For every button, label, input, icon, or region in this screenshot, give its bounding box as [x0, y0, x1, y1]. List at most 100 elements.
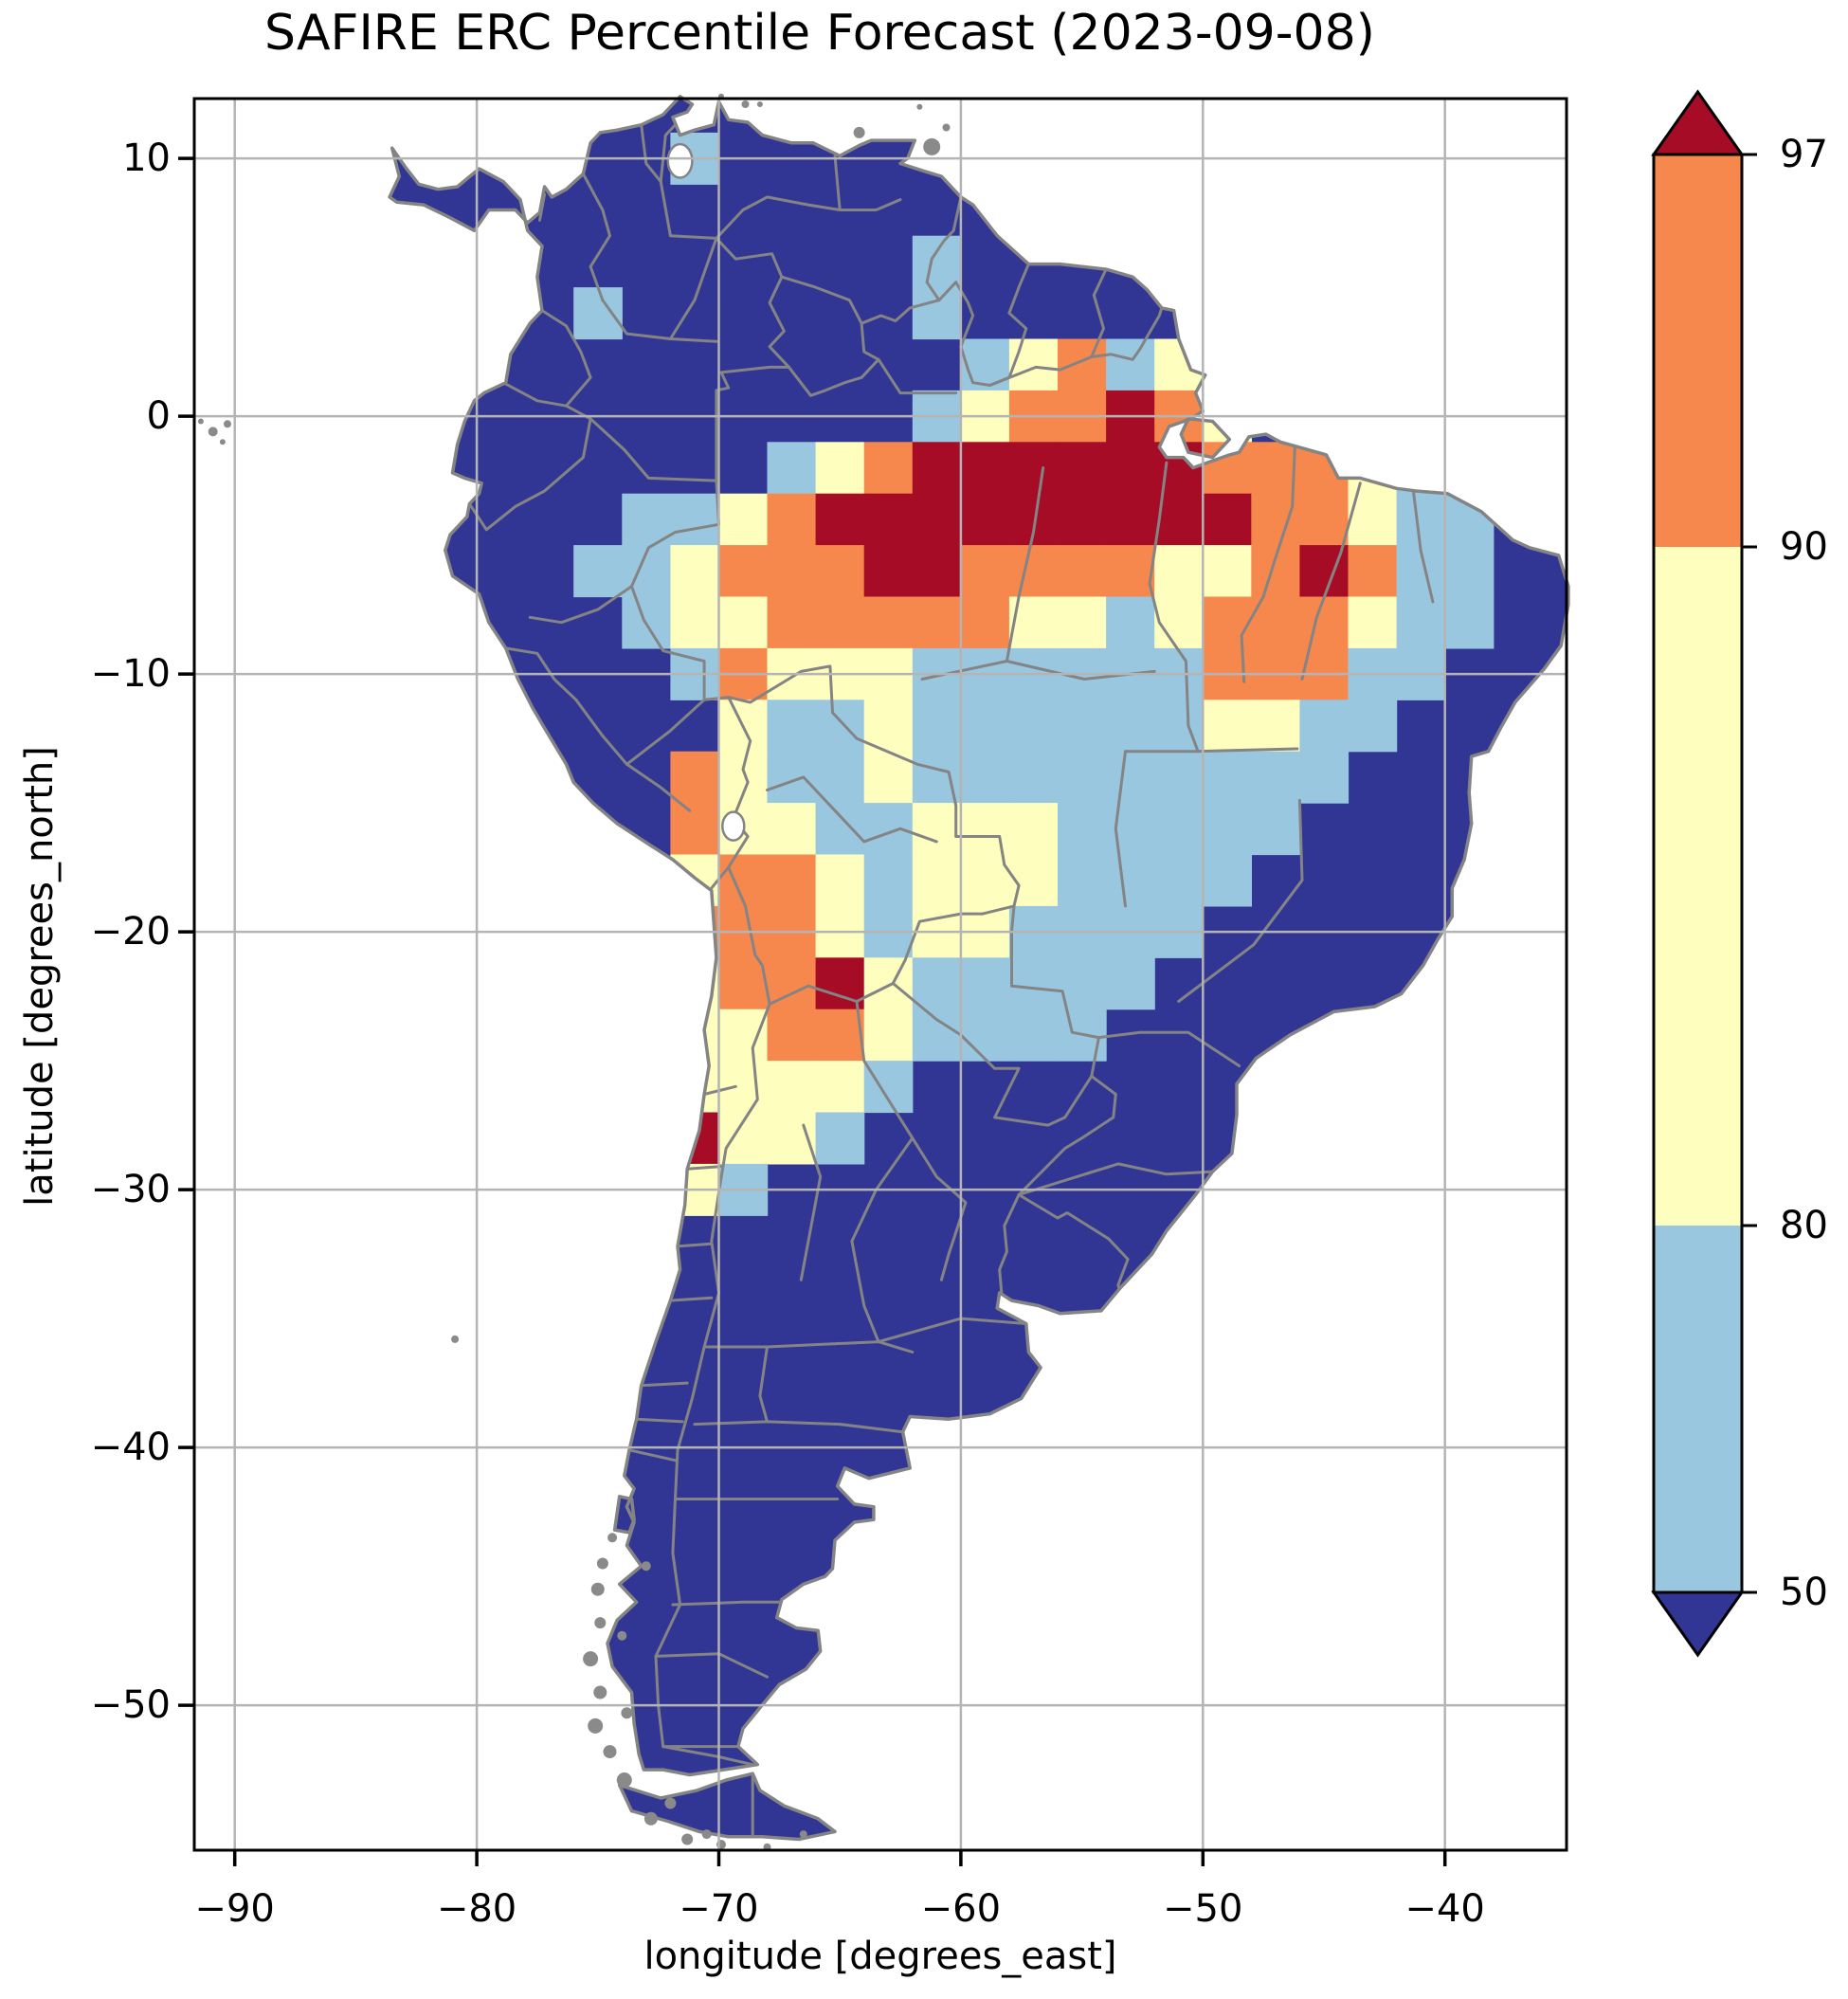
island-fjord	[594, 1617, 607, 1629]
island-margarita	[853, 126, 865, 138]
percentile-cell	[1058, 596, 1107, 649]
admin-border	[1090, 267, 1108, 358]
admin-border	[768, 982, 895, 1006]
percentile-cell	[863, 442, 914, 495]
percentile-cell	[960, 751, 1010, 804]
percentile-cell	[1203, 493, 1252, 546]
percentile-cell	[1251, 803, 1300, 856]
admin-border	[640, 1381, 689, 1388]
island-galapagos	[197, 418, 204, 425]
percentile-cell	[573, 287, 623, 340]
island-tobago	[942, 123, 951, 132]
admin-border	[1177, 798, 1304, 1003]
island-fjord	[616, 1772, 632, 1788]
percentile-cell	[670, 1061, 720, 1114]
percentile-cell	[815, 596, 865, 649]
percentile-cell	[767, 596, 817, 649]
island-grenada	[916, 103, 923, 110]
island-trinidad	[923, 137, 941, 155]
percentile-cell	[670, 1009, 720, 1062]
admin-border	[799, 1123, 823, 1281]
percentile-cell	[1058, 854, 1107, 907]
gridlines	[194, 99, 1567, 1850]
admin-border	[766, 775, 938, 844]
island-fjord	[590, 1582, 605, 1596]
percentile-cell	[863, 545, 914, 598]
island-fjord	[607, 1533, 618, 1543]
percentile-cell	[1058, 442, 1107, 495]
coastline	[612, 1495, 636, 1535]
percentile-cell	[622, 493, 671, 546]
admin-border	[693, 1420, 905, 1434]
x-tick-label: −60	[920, 1887, 1002, 1931]
admin-border	[668, 236, 718, 340]
admin-border	[1017, 1074, 1117, 1196]
island-bonaire	[756, 101, 763, 107]
percentile-cell	[1444, 596, 1495, 649]
y-tick-label: −10	[90, 652, 171, 697]
percentile-cell	[670, 803, 720, 856]
x-tick-label: −90	[194, 1887, 275, 1931]
percentile-cell	[912, 957, 962, 1010]
admin-border	[589, 365, 790, 482]
island-fjord	[583, 1651, 599, 1667]
percentile-cell	[1008, 803, 1059, 856]
admin-border	[540, 309, 592, 408]
percentile-cell	[718, 493, 769, 546]
admin-border	[1124, 747, 1299, 754]
percentile-cell	[573, 545, 623, 598]
percentile-cell	[815, 803, 865, 856]
island-juan-fernandez	[451, 1335, 460, 1343]
admin-border	[625, 698, 706, 766]
percentile-cell	[1008, 493, 1059, 546]
percentile-cell	[863, 854, 914, 907]
admin-border	[467, 417, 592, 532]
percentile-cell	[767, 442, 817, 495]
admin-border	[1017, 1193, 1130, 1298]
admin-border	[911, 1136, 968, 1281]
admin-border	[833, 154, 842, 211]
colorbar-tick-label: 80	[1780, 1204, 1828, 1247]
percentile-cell	[718, 596, 769, 649]
percentile-cell	[1106, 700, 1155, 753]
admin-border	[850, 1136, 915, 1344]
land-fill-layer	[390, 96, 1568, 1840]
map-plot	[178, 93, 1570, 1866]
admin-border	[998, 1193, 1021, 1299]
x-tick-label: −50	[1163, 1887, 1243, 1931]
percentile-cell	[767, 751, 817, 804]
admin-border	[891, 912, 985, 985]
percentile-cell	[1396, 442, 1446, 495]
admin-border	[702, 1340, 915, 1354]
percentile-cell	[912, 700, 962, 753]
percentile-cell	[1058, 751, 1107, 804]
percentile-cell	[718, 1061, 769, 1114]
lake-titicaca	[721, 810, 746, 842]
x-tick-label: −40	[1404, 1887, 1485, 1931]
percentile-cell	[767, 803, 817, 856]
admin-border	[1005, 466, 1045, 663]
percentile-cell	[1008, 338, 1059, 391]
colorbar-segment	[1654, 547, 1742, 1226]
coastline	[617, 1772, 837, 1842]
island-fjord	[701, 1829, 712, 1840]
percentile-cell	[815, 751, 865, 804]
percentile-cell	[767, 545, 817, 598]
admin-border	[1017, 1162, 1214, 1196]
colorbar	[1651, 89, 1757, 1658]
percentile-cell	[670, 751, 720, 804]
y-tick-label: −30	[90, 1168, 171, 1212]
island-galapagos	[224, 420, 231, 428]
colorbar-segment	[1654, 154, 1742, 547]
percentile-cell	[1106, 338, 1155, 391]
percentile-cell	[670, 596, 720, 649]
admin-border	[788, 299, 941, 397]
percentile-cell	[1203, 854, 1252, 907]
admin-border	[685, 1165, 723, 1171]
admin-border	[1240, 445, 1296, 683]
admin-border	[630, 479, 731, 701]
percentile-cell	[1203, 803, 1252, 856]
percentile-cell	[1106, 442, 1155, 495]
island-curacao	[741, 100, 750, 108]
admin-border	[715, 195, 902, 240]
